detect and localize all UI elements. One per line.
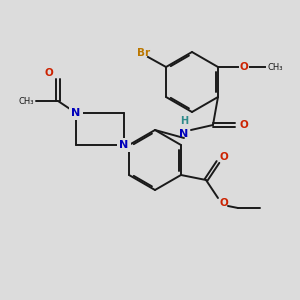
Text: O: O [240,62,248,72]
Text: O: O [240,120,248,130]
Text: CH₃: CH₃ [267,62,283,71]
Text: N: N [119,140,129,150]
Text: O: O [220,152,228,162]
Text: Br: Br [137,48,151,58]
Text: H: H [180,116,188,126]
Text: O: O [220,198,228,208]
Text: N: N [71,108,81,118]
Text: O: O [45,68,53,78]
Text: N: N [179,129,189,139]
Text: CH₃: CH₃ [18,97,34,106]
